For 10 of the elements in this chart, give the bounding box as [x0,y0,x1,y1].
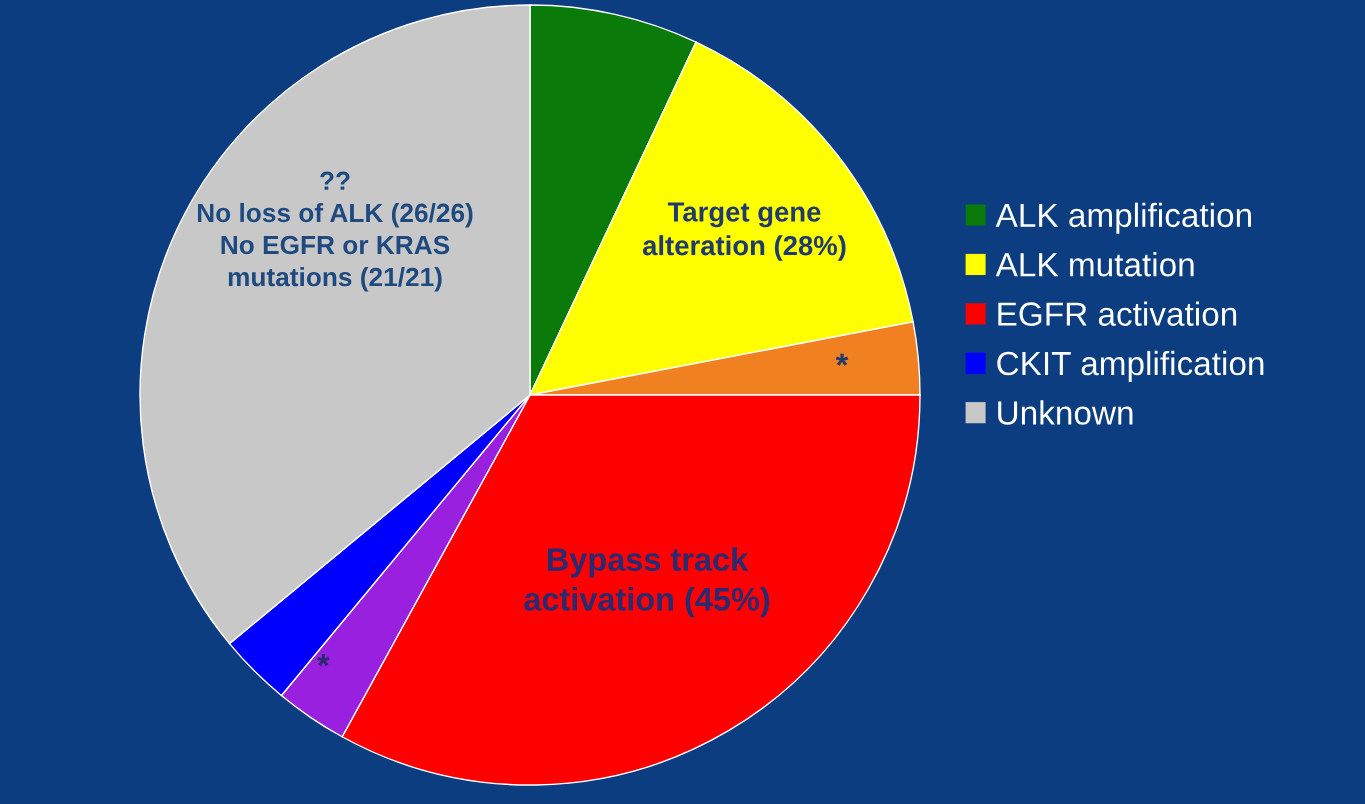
legend-label: EGFR activation [998,301,1237,326]
text: Target gene alteration (28%) [642,202,846,261]
text: ?? No loss of ALK (26/26) No EGFR or KRAS mutations (21/21) [197,171,473,292]
legend-label: Unknown [998,400,1133,425]
text: * [835,353,849,366]
legend-label: ALK amplification [995,202,1251,234]
text: Bypass track activation (45%) [524,547,770,618]
legend-label: ALK mutation [995,252,1194,277]
text: * [317,654,330,667]
legend-label: CKIT amplification [997,350,1264,382]
